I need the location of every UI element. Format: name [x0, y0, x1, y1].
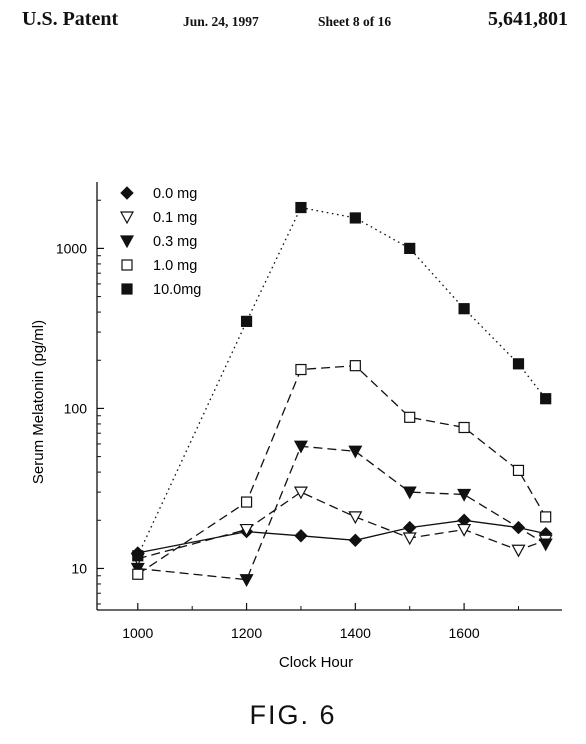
data-point — [239, 523, 254, 537]
series-2 — [130, 440, 553, 587]
data-point — [349, 212, 361, 224]
legend-marker — [119, 211, 135, 225]
series-line — [137, 445, 547, 581]
y-tick-label: 1000 — [56, 240, 87, 256]
data-point — [404, 411, 416, 423]
data-point — [294, 529, 308, 543]
x-axis-label: Clock Hour — [279, 654, 353, 671]
x-tick-label: 1600 — [449, 625, 480, 641]
data-point — [349, 360, 361, 372]
series-0 — [131, 513, 553, 560]
patent-sheet-number: Sheet 8 of 16 — [318, 14, 392, 29]
data-point — [540, 393, 552, 405]
legend-label: 10.0mg — [153, 282, 201, 298]
x-tick-label: 1000 — [122, 625, 153, 641]
data-point — [540, 511, 552, 523]
data-point — [458, 421, 470, 434]
series-1 — [130, 486, 553, 566]
y-tick-label: 10 — [71, 560, 87, 576]
chart-axes: 10 100 1000 1000 1200 1400 1600 — [56, 182, 562, 641]
data-point — [293, 486, 308, 500]
data-point — [403, 520, 417, 535]
data-point — [538, 538, 553, 552]
legend-label: 0.1 mg — [153, 210, 197, 226]
legend-label: 0.3 mg — [153, 234, 197, 250]
data-point — [132, 550, 144, 562]
legend-marker — [121, 259, 133, 271]
data-point — [293, 440, 308, 454]
series-line — [137, 491, 546, 560]
data-point — [348, 533, 363, 547]
series-4 — [132, 201, 552, 562]
data-point — [295, 201, 307, 214]
patent-header-title: U.S. Patent — [22, 8, 119, 30]
x-tick-label: 1200 — [231, 625, 262, 641]
chart-series — [130, 201, 553, 587]
data-point — [240, 496, 253, 508]
data-point — [402, 532, 417, 546]
patent-number: 5,641,801 — [488, 8, 568, 30]
data-point — [404, 242, 416, 255]
data-point — [457, 488, 472, 502]
data-point — [511, 544, 526, 558]
x-tick-label: 1400 — [340, 625, 371, 641]
legend-marker — [119, 235, 135, 249]
data-point — [240, 315, 253, 327]
chart-legend: 0.0 mg 0.1 mg 0.3 mg 1.0 mg 10.0mg — [119, 186, 201, 298]
legend-marker — [121, 283, 133, 295]
data-point — [457, 523, 472, 537]
data-point — [239, 574, 254, 587]
y-tick-label: 100 — [64, 400, 88, 416]
data-point — [295, 363, 307, 376]
data-point — [348, 511, 363, 525]
legend-label: 1.0 mg — [153, 258, 197, 274]
y-axis-label: Serum Melatonin (pg/ml) — [30, 320, 47, 484]
data-point — [402, 486, 417, 500]
series-line — [137, 365, 547, 575]
series-3 — [132, 360, 552, 580]
data-point — [458, 303, 470, 315]
series-line — [137, 206, 547, 557]
data-point — [348, 445, 363, 459]
series-line — [137, 519, 546, 554]
data-point — [512, 464, 525, 476]
figure-label: FIG. 6 — [249, 700, 337, 730]
legend-label: 0.0 mg — [153, 186, 197, 202]
data-point — [512, 358, 525, 370]
patent-date: Jun. 24, 1997 — [183, 14, 259, 29]
data-point — [132, 568, 144, 580]
legend-marker — [120, 186, 134, 200]
